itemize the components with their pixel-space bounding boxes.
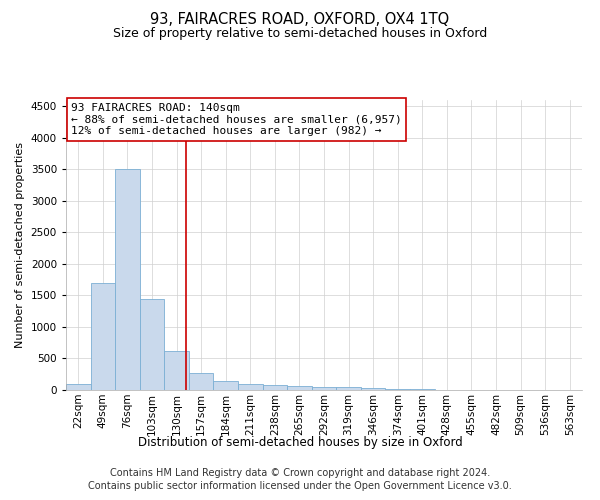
Bar bbox=[189, 373, 214, 390]
Text: 93 FAIRACRES ROAD: 140sqm
← 88% of semi-detached houses are smaller (6,957)
12% : 93 FAIRACRES ROAD: 140sqm ← 88% of semi-… bbox=[71, 103, 402, 136]
Bar bbox=[263, 386, 287, 390]
Text: Contains HM Land Registry data © Crown copyright and database right 2024.: Contains HM Land Registry data © Crown c… bbox=[110, 468, 490, 477]
Bar bbox=[287, 386, 312, 390]
Y-axis label: Number of semi-detached properties: Number of semi-detached properties bbox=[15, 142, 25, 348]
Bar bbox=[361, 388, 385, 390]
Bar bbox=[115, 170, 140, 390]
Bar bbox=[336, 388, 361, 390]
Bar bbox=[91, 283, 115, 390]
Bar bbox=[140, 298, 164, 390]
Bar bbox=[238, 384, 263, 390]
Bar bbox=[164, 351, 189, 390]
Bar bbox=[385, 389, 410, 390]
Text: Size of property relative to semi-detached houses in Oxford: Size of property relative to semi-detach… bbox=[113, 28, 487, 40]
Text: 93, FAIRACRES ROAD, OXFORD, OX4 1TQ: 93, FAIRACRES ROAD, OXFORD, OX4 1TQ bbox=[151, 12, 449, 28]
Bar bbox=[66, 384, 91, 390]
Text: Contains public sector information licensed under the Open Government Licence v3: Contains public sector information licen… bbox=[88, 481, 512, 491]
Bar bbox=[312, 387, 336, 390]
Text: Distribution of semi-detached houses by size in Oxford: Distribution of semi-detached houses by … bbox=[137, 436, 463, 449]
Bar bbox=[214, 380, 238, 390]
